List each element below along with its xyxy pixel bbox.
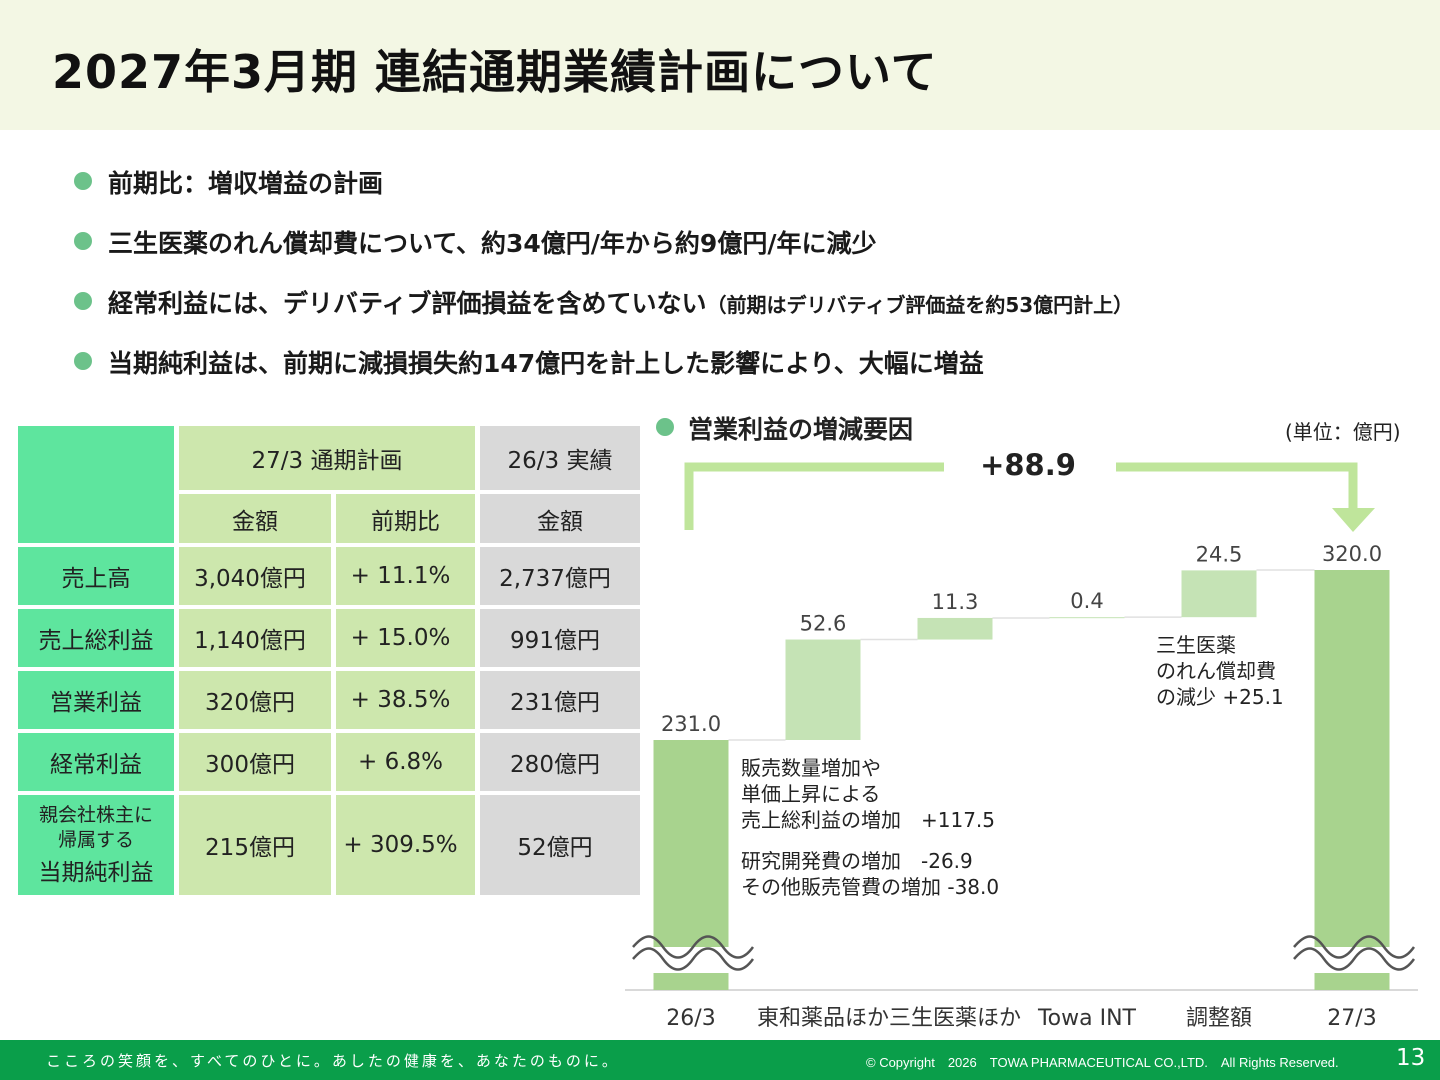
value-label: 52.6: [800, 612, 847, 636]
category-label: Towa INT: [1037, 1006, 1137, 1031]
yoy-value: + 309.5%: [336, 795, 480, 895]
bullet-note: （前期はデリバティブ評価益を約53億円計上）: [706, 293, 1134, 317]
row-label: 親会社株主に 帰属する 当期純利益: [18, 795, 179, 895]
actual-amount: 2,737億円: [480, 547, 640, 609]
annotation-line: 三生医薬: [1156, 633, 1236, 657]
annotation-line: 研究開発費の増加 -26.9: [741, 849, 973, 873]
change-arrow-left: [684, 462, 944, 530]
bullet-dot-icon: [74, 352, 92, 370]
row-label-line: 当期純利益: [38, 860, 154, 886]
annotation-line: の減少 +25.1: [1156, 685, 1284, 709]
table-row: 売上高 3,040億円 + 11.1% 2,737億円: [18, 547, 640, 609]
page-title: 2027年3月期 連結通期業績計画について: [52, 45, 938, 99]
bar-5: [1314, 570, 1390, 990]
actual-amount: 991億円: [480, 609, 640, 671]
annotation-line: 売上総利益の増加 +117.5: [741, 808, 995, 832]
bullet-text: 当期純利益は、前期に減損損失約147億円を計上した影響により、大幅に増益: [108, 349, 984, 378]
row-label-line: 帰属する: [57, 829, 134, 851]
row-label: 売上高: [18, 547, 179, 609]
category-label: 東和薬品ほか: [757, 1006, 889, 1031]
annotation-line: のれん償却費: [1156, 659, 1276, 683]
footer: こころの笑顔を、すべてのひとに。あしたの健康を、あなたのものに。 © Copyr…: [0, 1040, 1440, 1080]
row-label: 売上総利益: [18, 609, 179, 671]
copyright: © Copyright 2026 TOWA PHARMACEUTICAL CO.…: [866, 1055, 1339, 1070]
actual-amount: 280億円: [480, 733, 640, 795]
table-corner: [18, 426, 179, 547]
bar-3: [1049, 617, 1125, 619]
table-row: 経常利益 300億円 + 6.8% 280億円: [18, 733, 640, 795]
bar-2: [917, 617, 993, 640]
value-label: 24.5: [1196, 542, 1243, 566]
col-header-yoy: 前期比: [336, 494, 480, 547]
col-header-amount: 金額: [179, 494, 336, 547]
bullet-item: 三生医薬のれん償却費について、約34億円/年から約9億円/年に減少: [74, 220, 1374, 280]
row-label: 営業利益: [18, 671, 179, 733]
axis-break-wave: [1293, 935, 1416, 959]
value-label: 231.0: [661, 712, 721, 736]
actual-amount: 52億円: [480, 795, 640, 895]
category-label: 26/3: [666, 1006, 715, 1031]
value-label: 11.3: [932, 590, 979, 614]
table-row: 売上総利益 1,140億円 + 15.0% 991億円: [18, 609, 640, 671]
category-label: 27/3: [1327, 1006, 1376, 1031]
yoy-value: + 38.5%: [336, 671, 480, 733]
bullet-dot-icon: [74, 232, 92, 250]
table-row: 親会社株主に 帰属する 当期純利益 215億円 + 309.5% 52億円: [18, 795, 640, 895]
row-label: 経常利益: [18, 733, 179, 795]
footer-slogan: こころの笑顔を、すべてのひとに。あしたの健康を、あなたのものに。: [46, 1052, 620, 1070]
bullet-list: 前期比：増収増益の計画 三生医薬のれん償却費について、約34億円/年から約9億円…: [74, 160, 1374, 400]
table-row: 営業利益 320億円 + 38.5% 231億円: [18, 671, 640, 733]
waterfall-chart: 231.0 26/3 52.6 東和薬品ほか 11.3 三生医薬ほか 0.4 Towa INT…: [625, 448, 1418, 1031]
actual-amount: 231億円: [480, 671, 640, 733]
bullet-dot-icon: [74, 292, 92, 310]
page-number: 13: [1396, 1045, 1426, 1071]
plan-amount: 1,140億円: [179, 609, 336, 671]
category-label: 調整額: [1186, 1006, 1252, 1031]
bar-1: [785, 639, 861, 740]
annotation-line: その他販売管費の増加 -38.0: [741, 875, 999, 899]
plan-amount: 3,040億円: [179, 547, 336, 609]
plan-amount: 320億円: [179, 671, 336, 733]
axis-break-wave: [632, 947, 755, 971]
bullet-dot-icon: [74, 172, 92, 190]
bullet-text: 三生医薬のれん償却費について、約34億円/年から約9億円/年に減少: [108, 229, 877, 258]
plan-amount: 300億円: [179, 733, 336, 795]
yoy-value: + 15.0%: [336, 609, 480, 671]
financial-plan-table: 27/3 通期計画 26/3 実績 金額 前期比 金額 売上高 3,040億円 …: [18, 426, 640, 895]
plan-header: 27/3 通期計画: [179, 426, 480, 494]
annotation-line: 単価上昇による: [741, 782, 880, 806]
bullet-item: 当期純利益は、前期に減損損失約147億円を計上した影響により、大幅に増益: [74, 340, 1374, 400]
col-header-actual-amount: 金額: [480, 494, 640, 547]
arrow-head-icon: [1332, 508, 1375, 532]
bullet-text: 前期比：増収増益の計画: [108, 169, 384, 198]
bullet-item: 前期比：増収増益の計画: [74, 160, 1374, 220]
bullet-item: 経常利益には、デリバティブ評価損益を含めていない（前期はデリバティブ評価益を約5…: [74, 280, 1374, 340]
total-change-label: +88.9: [980, 448, 1076, 482]
unit-label: (単位：億円): [1285, 420, 1401, 444]
value-label: 320.0: [1322, 542, 1382, 566]
actual-header: 26/3 実績: [480, 426, 640, 494]
change-arrow-right: [1116, 462, 1358, 512]
plan-amount: 215億円: [179, 795, 336, 895]
yoy-value: + 6.8%: [336, 733, 480, 795]
value-label: 0.4: [1070, 589, 1103, 613]
bar-4: [1181, 570, 1257, 618]
yoy-value: + 11.1%: [336, 547, 480, 609]
category-label: 三生医薬ほか: [889, 1006, 1021, 1031]
axis-break-wave: [1293, 947, 1416, 971]
header-band: 2027年3月期 連結通期業績計画について: [0, 0, 1440, 130]
bullet-text: 経常利益には、デリバティブ評価損益を含めていない: [108, 289, 707, 318]
annotation-line: 販売数量増加や: [741, 756, 881, 780]
bullet-dot-icon: [656, 418, 674, 436]
row-label-line: 親会社株主に: [38, 804, 153, 826]
axis-break-wave: [632, 935, 755, 959]
chart-title: 営業利益の増減要因: [656, 410, 913, 446]
